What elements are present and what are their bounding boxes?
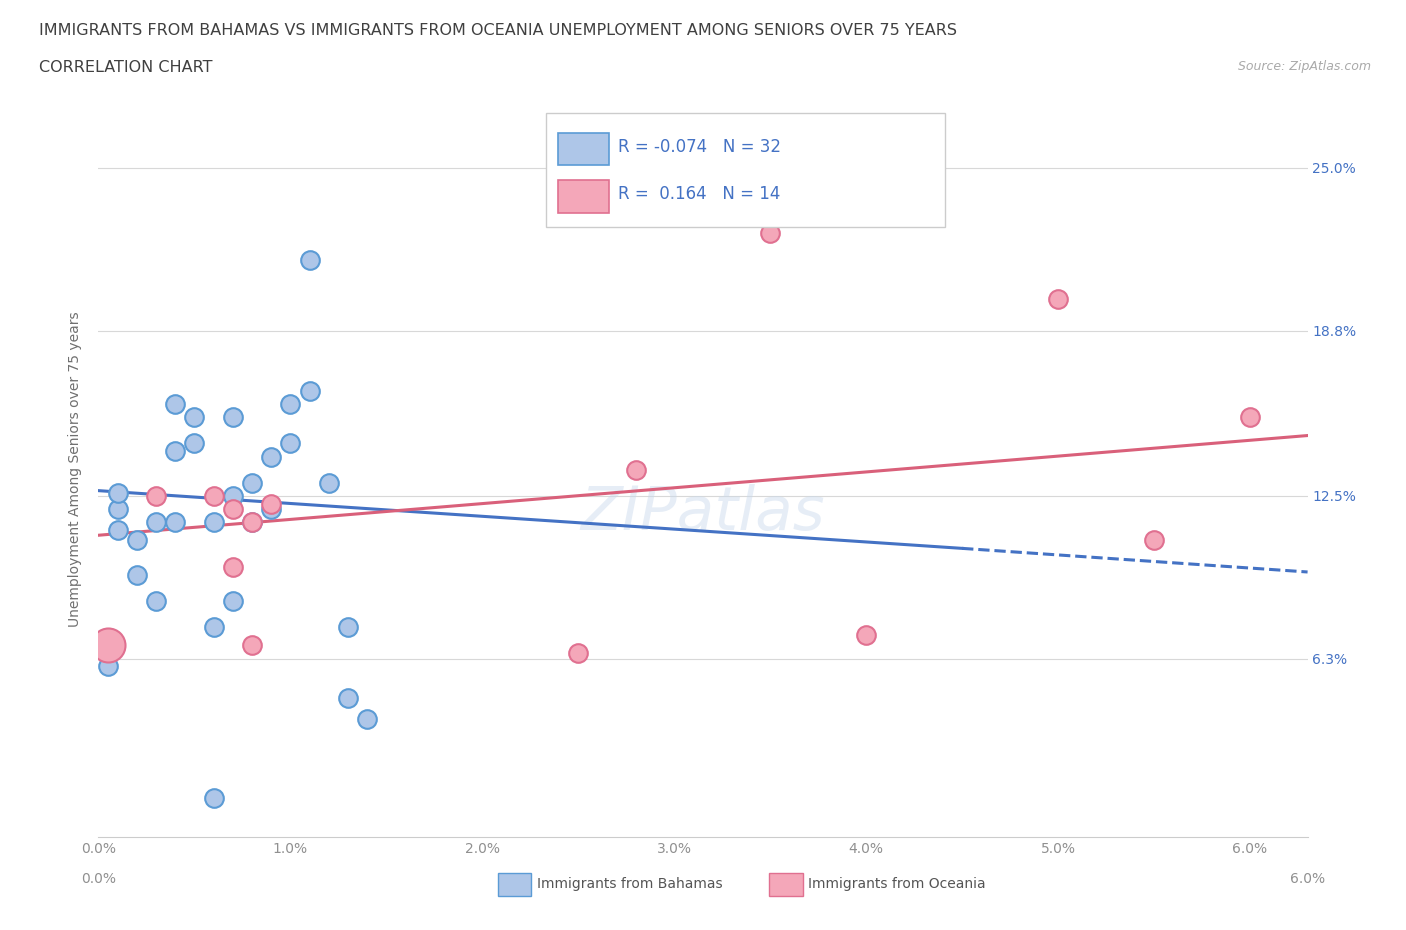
Point — [222, 410, 245, 425]
Text: Immigrants from Bahamas: Immigrants from Bahamas — [537, 877, 723, 892]
Point — [240, 475, 263, 490]
Point — [125, 567, 148, 582]
Point — [125, 533, 148, 548]
Text: R = -0.074   N = 32: R = -0.074 N = 32 — [619, 139, 782, 156]
Text: R =  0.164   N = 14: R = 0.164 N = 14 — [619, 185, 780, 203]
FancyBboxPatch shape — [546, 113, 945, 227]
Point — [1239, 410, 1261, 425]
Point — [356, 711, 378, 726]
Point — [260, 497, 283, 512]
Text: Source: ZipAtlas.com: Source: ZipAtlas.com — [1237, 60, 1371, 73]
Point — [165, 444, 187, 458]
FancyBboxPatch shape — [558, 133, 609, 166]
Point — [336, 690, 359, 705]
Point — [183, 410, 205, 425]
Point — [202, 790, 225, 805]
Point — [222, 559, 245, 574]
Point — [260, 449, 283, 464]
Point — [280, 436, 302, 451]
Point — [1143, 533, 1166, 548]
Point — [97, 659, 120, 674]
Point — [165, 514, 187, 529]
Point — [97, 638, 120, 653]
Text: ZIPatlas: ZIPatlas — [581, 485, 825, 543]
Point — [855, 628, 877, 643]
Point — [202, 619, 225, 634]
Text: Immigrants from Oceania: Immigrants from Oceania — [808, 877, 986, 892]
Point — [240, 514, 263, 529]
Point — [183, 436, 205, 451]
Point — [107, 485, 129, 500]
Point — [318, 475, 340, 490]
Point — [759, 226, 782, 241]
Point — [624, 462, 647, 477]
Point — [280, 396, 302, 411]
Point — [222, 488, 245, 503]
Point — [107, 523, 129, 538]
Point — [1047, 292, 1070, 307]
Text: IMMIGRANTS FROM BAHAMAS VS IMMIGRANTS FROM OCEANIA UNEMPLOYMENT AMONG SENIORS OV: IMMIGRANTS FROM BAHAMAS VS IMMIGRANTS FR… — [39, 23, 957, 38]
Point — [298, 252, 321, 267]
Point — [260, 501, 283, 516]
Point — [567, 645, 589, 660]
Point — [107, 501, 129, 516]
Point — [375, 43, 398, 58]
Point — [145, 593, 167, 608]
Point — [240, 638, 263, 653]
Point — [298, 383, 321, 398]
Point — [336, 619, 359, 634]
Point — [165, 396, 187, 411]
Point — [145, 488, 167, 503]
Y-axis label: Unemployment Among Seniors over 75 years: Unemployment Among Seniors over 75 years — [69, 312, 83, 628]
Point — [202, 514, 225, 529]
Point — [222, 501, 245, 516]
Text: 0.0%: 0.0% — [82, 871, 115, 886]
Point — [145, 514, 167, 529]
Text: 6.0%: 6.0% — [1291, 871, 1324, 886]
FancyBboxPatch shape — [558, 180, 609, 213]
Point — [240, 514, 263, 529]
Text: CORRELATION CHART: CORRELATION CHART — [39, 60, 212, 75]
Point — [222, 593, 245, 608]
Point — [202, 488, 225, 503]
